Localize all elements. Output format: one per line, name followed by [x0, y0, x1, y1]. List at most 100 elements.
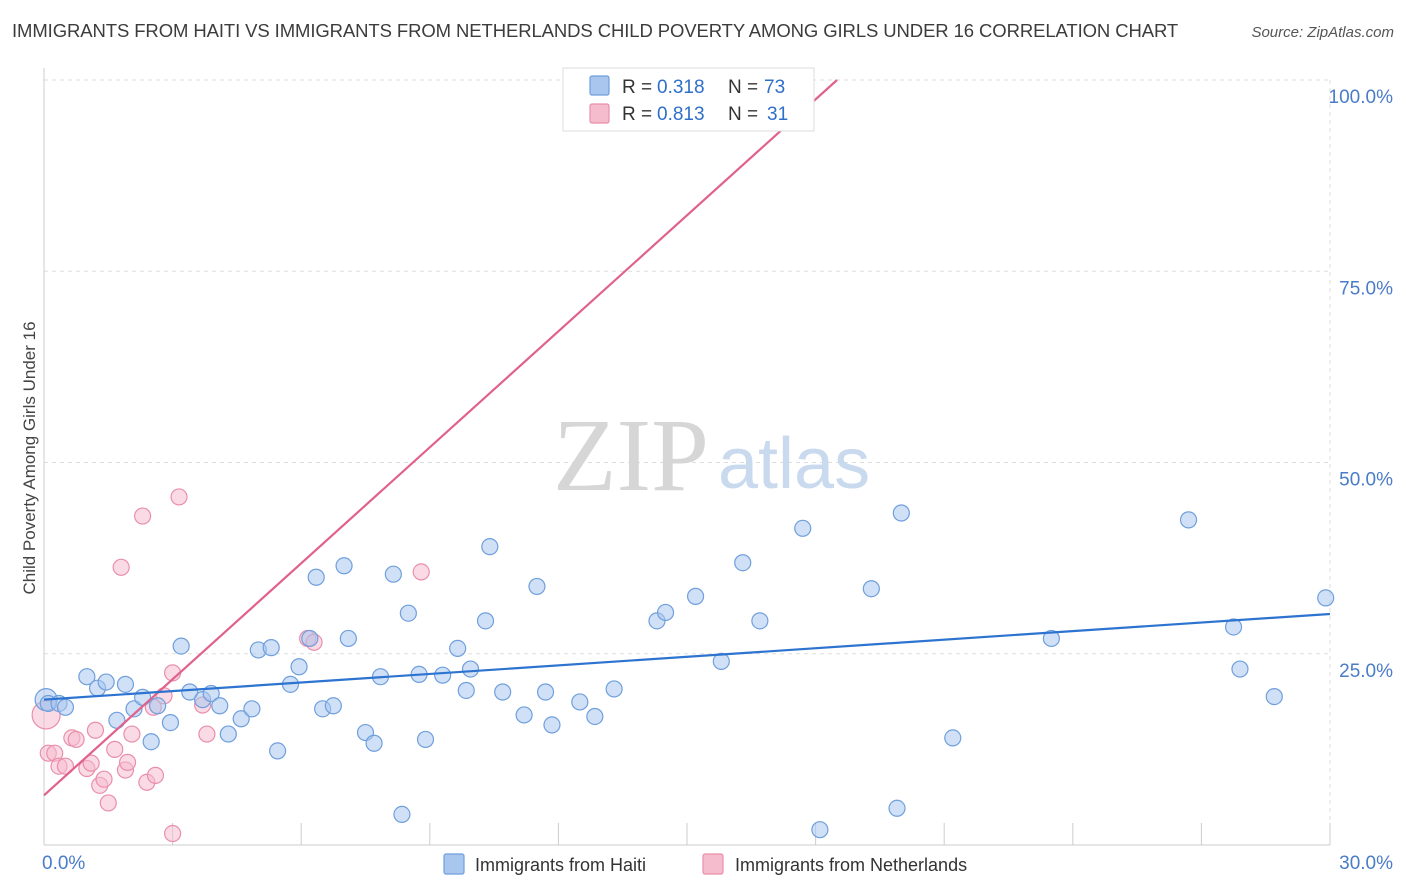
haiti-point: [116, 675, 135, 693]
legend-haiti-r-label: R =: [622, 77, 652, 98]
haiti-point: [571, 693, 589, 711]
trend-lines: [43, 79, 1331, 797]
haiti-point: [457, 681, 475, 700]
netherlands-point: [164, 824, 182, 843]
haiti-point: [543, 716, 561, 734]
haiti-point: [734, 554, 752, 572]
netherlands-point: [170, 488, 188, 506]
haiti-point: [461, 660, 480, 678]
haiti-point: [365, 734, 383, 752]
haiti-point: [944, 729, 962, 747]
netherlands-point: [123, 725, 141, 743]
netherlands-point: [112, 558, 130, 576]
haiti-point: [888, 799, 906, 817]
bottom-legend-swatch-haiti: [443, 853, 465, 875]
haiti-point: [324, 697, 342, 715]
haiti-point: [686, 587, 705, 605]
y-tick-label-0: 25.0%: [1339, 661, 1393, 682]
x-tick-label-0: 0.0%: [42, 853, 85, 874]
haiti-point: [536, 683, 555, 701]
haiti-point: [125, 700, 143, 718]
haiti-point: [416, 730, 435, 749]
haiti-point: [1317, 589, 1335, 607]
legend-swatch-haiti: [589, 75, 610, 96]
bottom-legend-swatch-netherlands: [702, 853, 724, 875]
haiti-point: [586, 707, 604, 726]
haiti-point: [172, 637, 190, 655]
watermark-atlas: atlas: [718, 424, 870, 504]
haiti-point: [656, 603, 675, 622]
legend-haiti-n-label: N =: [728, 77, 758, 98]
watermark-zip: ZIP: [553, 398, 709, 513]
haiti-point: [161, 713, 180, 732]
haiti-point: [751, 612, 769, 630]
haiti-point: [481, 538, 499, 556]
haiti-point: [1265, 687, 1283, 706]
y-axis-label: Child Poverty Among Girls Under 16: [20, 321, 39, 594]
haiti-point: [449, 639, 467, 657]
haiti-point: [78, 668, 96, 686]
haiti-point: [1224, 618, 1243, 636]
haiti-point: [892, 504, 910, 522]
haiti-point: [56, 698, 75, 716]
legend-neth-r-label: R =: [622, 104, 652, 125]
haiti-point: [794, 519, 812, 537]
haiti-trend-line: [43, 612, 1331, 701]
netherlands-point: [412, 563, 430, 581]
haiti-point: [434, 666, 452, 684]
legend-haiti-n-value: 73: [764, 77, 785, 98]
haiti-point: [269, 742, 287, 760]
haiti-point: [142, 733, 160, 751]
haiti-point: [494, 683, 512, 701]
legend-haiti-r-value: 0.318: [657, 77, 705, 98]
haiti-point: [290, 658, 308, 676]
haiti-point: [97, 673, 115, 691]
haiti-point: [1042, 629, 1060, 648]
netherlands-point: [133, 507, 152, 525]
haiti-point: [1179, 511, 1198, 529]
chart-title: IMMIGRANTS FROM HAITI VS IMMIGRANTS FROM…: [12, 20, 1179, 41]
haiti-point: [339, 629, 357, 648]
bottom-legend-haiti-label: Immigrants from Haiti: [475, 855, 646, 875]
haiti-point: [1231, 660, 1249, 678]
haiti-point: [476, 612, 495, 630]
haiti-point: [862, 580, 880, 598]
haiti-point: [399, 604, 417, 622]
netherlands-point: [56, 757, 75, 775]
haiti-point: [528, 577, 546, 596]
netherlands-point: [99, 794, 117, 812]
netherlands-point: [67, 730, 85, 749]
haiti-point: [307, 568, 325, 586]
top-legend: R = 0.318 N = 73 R = 0.813 N = 31: [562, 67, 815, 132]
netherlands-point: [95, 770, 113, 788]
netherlands-point: [106, 740, 124, 758]
haiti-points: [34, 504, 1335, 839]
source-credit: Source: ZipAtlas.com: [1251, 24, 1394, 41]
haiti-point: [811, 821, 829, 839]
netherlands-points: [31, 488, 430, 843]
netherlands-point: [118, 753, 137, 771]
haiti-point: [605, 680, 623, 698]
y-tick-label-2: 75.0%: [1339, 278, 1393, 299]
watermark: ZIP atlas: [553, 398, 870, 513]
haiti-point: [181, 683, 199, 701]
haiti-point: [515, 706, 533, 724]
netherlands-point: [198, 725, 216, 743]
bottom-legend: Immigrants from Haiti Immigrants from Ne…: [443, 853, 967, 875]
haiti-point: [712, 652, 730, 671]
haiti-point: [219, 725, 237, 743]
netherlands-point: [82, 754, 100, 772]
y-tick-label-3: 100.0%: [1329, 87, 1394, 108]
haiti-point: [384, 565, 402, 583]
legend-neth-n-label: N =: [728, 104, 758, 125]
bottom-legend-netherlands-label: Immigrants from Netherlands: [735, 855, 967, 875]
legend-neth-n-value: 31: [767, 104, 788, 125]
netherlands-trend-line: [43, 79, 838, 797]
haiti-point: [335, 557, 353, 575]
haiti-point: [262, 639, 280, 657]
legend-neth-r-value: 0.813: [657, 104, 705, 125]
y-tick-labels: 25.0% 50.0% 75.0% 100.0%: [1329, 87, 1394, 682]
legend-swatch-netherlands: [589, 103, 610, 124]
netherlands-point: [86, 721, 105, 739]
